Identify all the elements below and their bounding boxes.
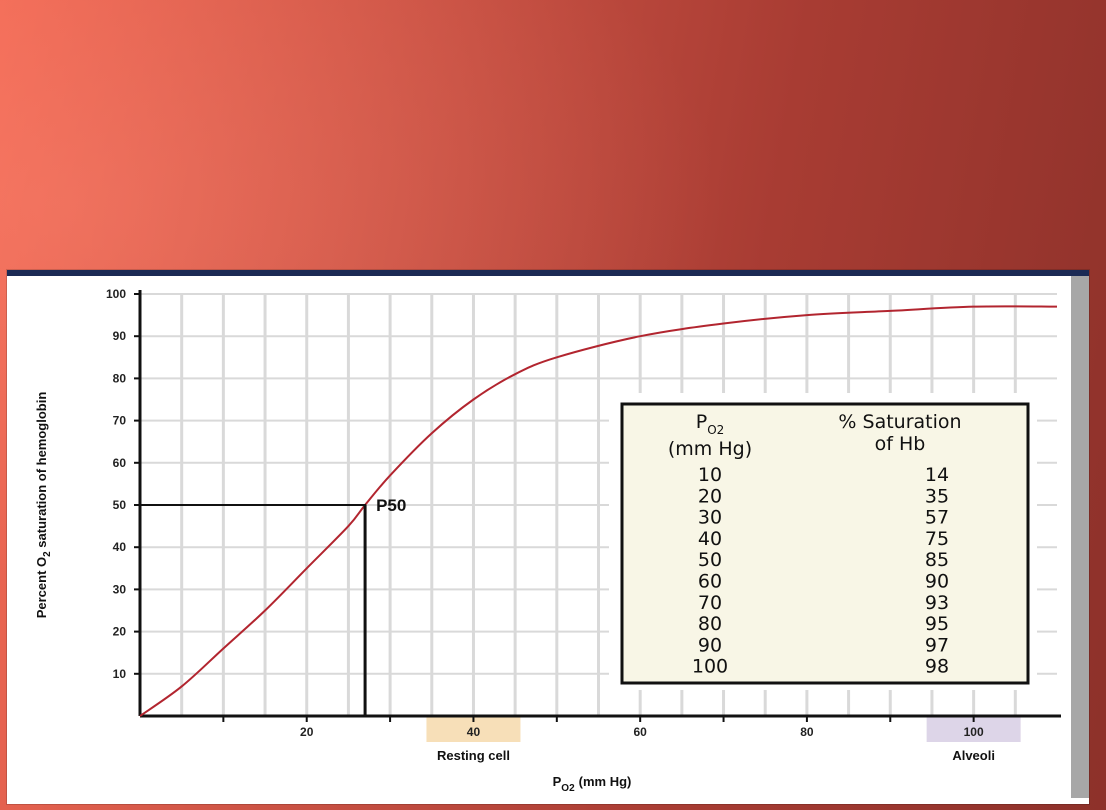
table-cell-po2: 60 xyxy=(698,571,722,593)
x-tick-label: 80 xyxy=(800,725,814,739)
y-tick-label: 40 xyxy=(113,540,127,554)
table-cell-saturation: 85 xyxy=(925,549,949,571)
x-highlight-label-2: Alveoli xyxy=(952,748,995,763)
table-cell-po2: 20 xyxy=(698,485,722,507)
x-tick-label: 40 xyxy=(467,725,481,739)
table-cell-po2: 30 xyxy=(698,507,722,529)
table-cell-saturation: 14 xyxy=(925,464,949,486)
x-tick-label: 100 xyxy=(964,725,984,739)
table-cell-saturation: 90 xyxy=(925,571,949,593)
x-tick-label: 60 xyxy=(634,725,648,739)
table-box xyxy=(620,402,1030,685)
table-cell-saturation: 93 xyxy=(925,592,949,614)
table-header-hb: of Hb xyxy=(875,433,926,455)
p50-label: P50 xyxy=(376,496,406,515)
y-tick-label: 100 xyxy=(106,287,126,301)
table-cell-po2: 80 xyxy=(698,613,722,635)
highlight-layer: Resting cell Alveoli xyxy=(426,717,1021,763)
table-cell-po2: 40 xyxy=(698,528,722,550)
table-header-saturation: % Saturation xyxy=(838,411,961,433)
x-highlight-label-1: Resting cell xyxy=(437,748,510,763)
annotation-layer: P50 xyxy=(140,496,406,716)
y-tick-label: 20 xyxy=(113,625,127,639)
table-cell-saturation: 75 xyxy=(925,528,949,550)
table-cell-saturation: 95 xyxy=(925,613,949,635)
table-cell-po2: 10 xyxy=(698,464,722,486)
table-header-po2: PO2 xyxy=(696,411,725,437)
y-tick-label: 60 xyxy=(113,456,127,470)
y-tick-label: 10 xyxy=(113,667,127,681)
saturation-curve xyxy=(139,305,1058,717)
table-cell-po2: 90 xyxy=(698,634,722,656)
y-tick-label: 50 xyxy=(113,498,127,512)
table-cell-po2: 70 xyxy=(698,592,722,614)
table-cell-saturation: 97 xyxy=(925,634,949,656)
y-axis-title: Percent O2 saturation of hemoglobin xyxy=(34,392,53,619)
y-tick-label: 30 xyxy=(113,582,127,596)
table-cell-saturation: 98 xyxy=(925,656,949,678)
figure-scrollbar-strip xyxy=(1071,276,1089,798)
y-tick-label: 80 xyxy=(113,371,127,385)
table-cell-po2: 100 xyxy=(692,656,728,678)
table-cell-saturation: 57 xyxy=(925,507,949,529)
x-tick-label: 20 xyxy=(300,725,314,739)
table-cell-saturation: 35 xyxy=(925,485,949,507)
y-tick-label: 70 xyxy=(113,414,127,428)
x-axis-title: PO2 (mm Hg) xyxy=(553,774,632,794)
y-tick-label: 90 xyxy=(113,329,127,343)
curve-layer xyxy=(139,305,1058,717)
table-cell-po2: 50 xyxy=(698,549,722,571)
table-header-mmhg: (mm Hg) xyxy=(668,438,752,460)
